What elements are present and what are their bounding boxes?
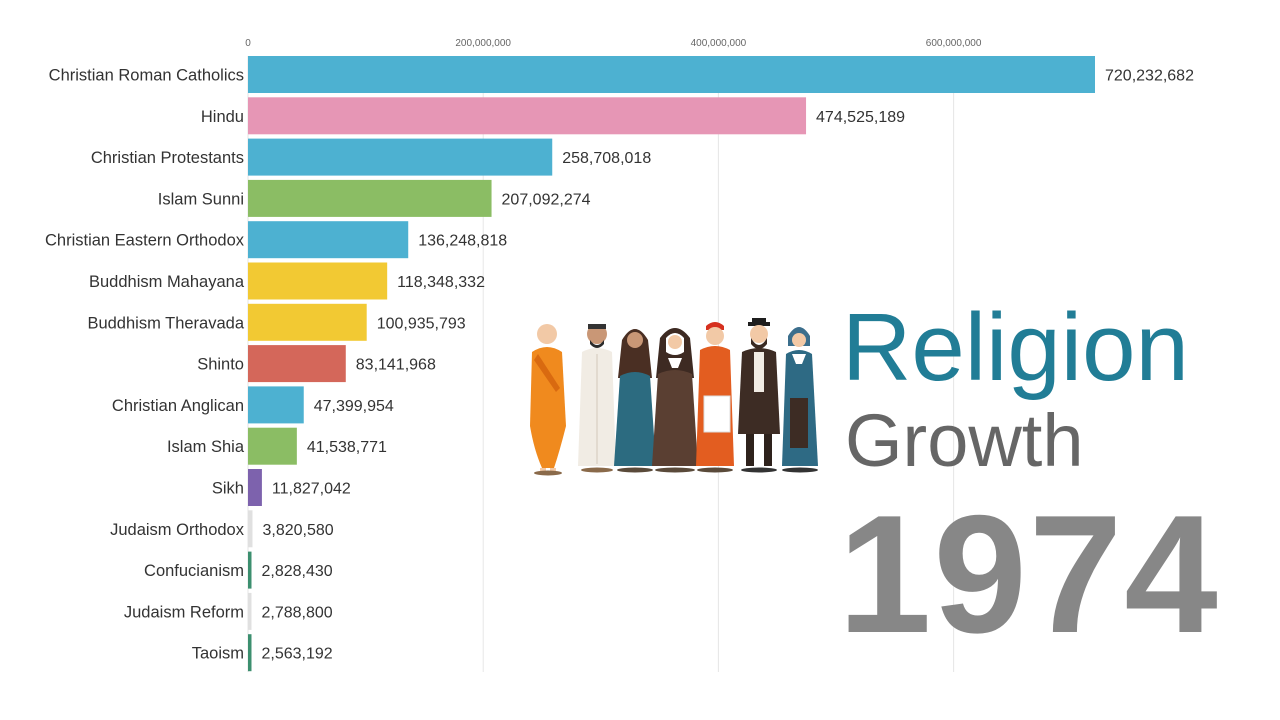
category-label: Christian Protestants	[91, 149, 244, 167]
value-label: 2,828,430	[262, 563, 333, 580]
category-label: Judaism Orthodox	[110, 521, 245, 539]
bar-islam-sunni	[248, 179, 492, 217]
title-religion: Religion	[842, 294, 1189, 401]
bar-christian-eastern-orthodox	[248, 221, 409, 259]
value-label: 83,141,968	[356, 357, 436, 374]
value-label: 207,092,274	[502, 191, 591, 208]
white-robe-figure	[578, 324, 616, 473]
bar-buddhism-mahayana	[248, 262, 388, 300]
value-label: 47,399,954	[314, 398, 394, 415]
category-label: Christian Eastern Orthodox	[45, 232, 245, 250]
category-label: Confucianism	[144, 562, 244, 580]
bar-sikh	[248, 469, 262, 506]
value-label: 3,820,580	[262, 522, 333, 539]
bar-christian-anglican	[248, 386, 304, 424]
bar-confucianism	[248, 551, 252, 589]
category-label: Christian Roman Catholics	[49, 67, 244, 85]
value-label: 136,248,818	[418, 233, 507, 250]
bar-judaism-orthodox	[248, 510, 253, 548]
bar-hindu	[248, 97, 807, 135]
value-label: 118,348,332	[397, 274, 485, 291]
bar-taoism	[248, 634, 252, 672]
x-tick-label: 0	[245, 38, 251, 49]
rabbi-figure	[738, 318, 780, 473]
title-growth: Growth	[845, 399, 1084, 482]
monk-figure	[530, 324, 566, 476]
category-label: Buddhism Theravada	[87, 314, 244, 332]
bonnet-figure	[782, 327, 818, 473]
category-label: Judaism Reform	[124, 603, 244, 621]
value-label: 258,708,018	[562, 150, 651, 167]
value-label: 2,788,800	[262, 604, 333, 621]
bar-judaism-reform	[248, 592, 252, 630]
category-label: Shinto	[197, 356, 244, 374]
x-tick-label: 600,000,000	[926, 38, 982, 49]
bar-shinto	[248, 345, 346, 383]
x-tick-label: 400,000,000	[691, 38, 747, 49]
cardinal-figure	[696, 322, 734, 473]
category-label: Islam Sunni	[158, 190, 244, 208]
bar-layer	[248, 56, 1095, 672]
bar-buddhism-theravada	[248, 303, 367, 341]
category-label: Buddhism Mahayana	[89, 273, 245, 291]
nun-figure	[652, 328, 698, 473]
year-label: 1974	[838, 480, 1220, 668]
bar-christian-roman-catholics	[248, 56, 1095, 93]
hijab-figure	[614, 329, 656, 473]
category-label: Hindu	[201, 108, 244, 126]
bar-christian-protestants	[248, 138, 553, 176]
value-label: 11,827,042	[272, 481, 351, 498]
value-label: 720,232,682	[1105, 68, 1194, 85]
category-label: Islam Shia	[167, 438, 245, 456]
category-label: Sikh	[212, 480, 244, 498]
tick-layer: 0 200,000,000 400,000,000 600,000,000	[245, 38, 982, 49]
bar-islam-shia	[248, 427, 297, 465]
category-label: Christian Anglican	[112, 397, 244, 415]
value-label: 100,935,793	[377, 315, 466, 332]
value-label: 474,525,189	[816, 109, 905, 126]
x-tick-label: 200,000,000	[455, 38, 511, 49]
value-label: 2,563,192	[262, 646, 333, 663]
category-label: Taoism	[192, 645, 244, 663]
religious-figures-illustration	[530, 318, 818, 476]
label-layer: Christian Roman Catholics 720,232,682 Hind…	[45, 67, 1194, 663]
value-label: 41,538,771	[307, 439, 387, 456]
